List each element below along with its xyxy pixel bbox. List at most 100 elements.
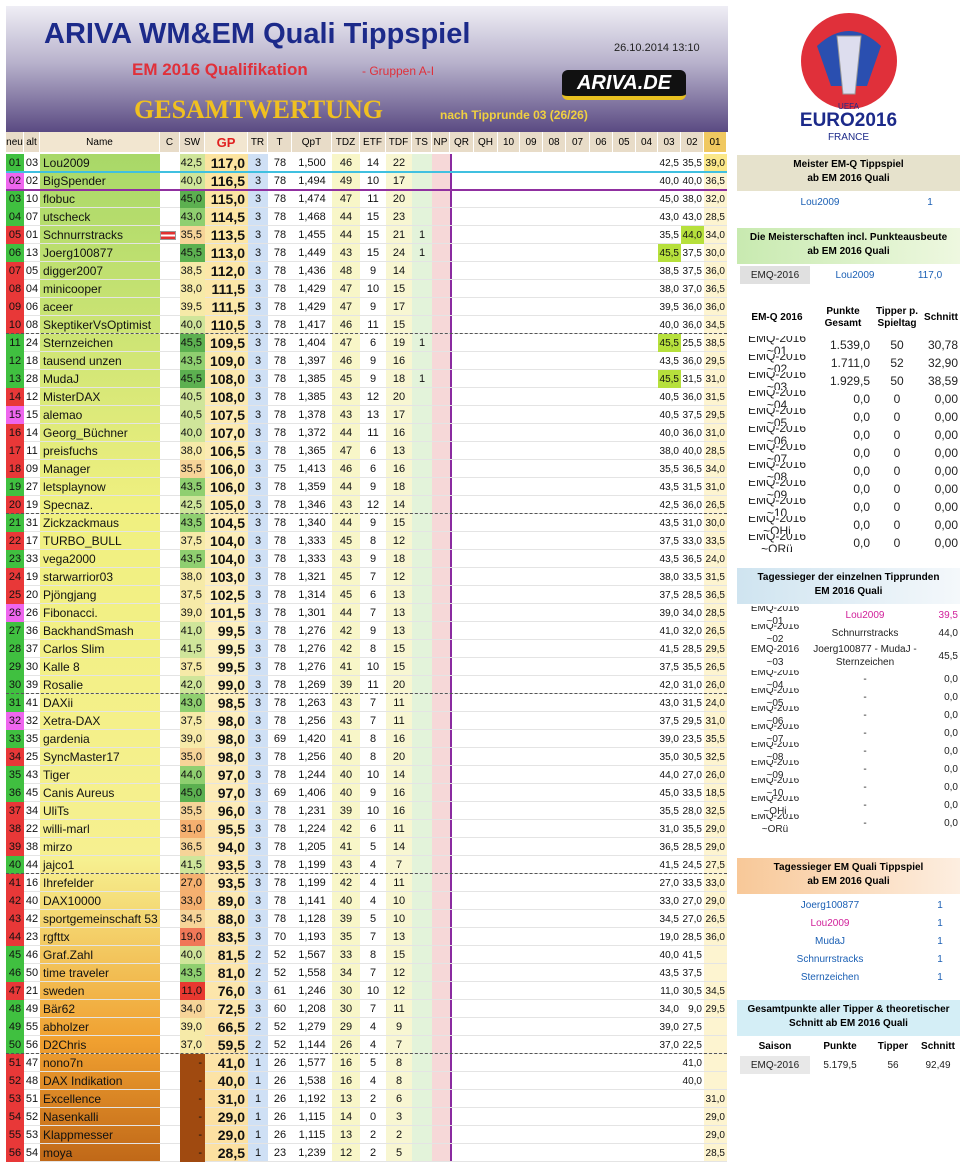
cell: 43,5 <box>659 481 679 493</box>
player-name: Excellence <box>43 1092 102 1106</box>
player-name: time traveler <box>43 966 110 980</box>
player-name: rgfttx <box>43 930 70 944</box>
cell: 44,0 <box>681 226 704 244</box>
player-name: DAX Indikation <box>43 1074 123 1088</box>
cell: 47 <box>25 1057 39 1069</box>
panel-cell: 39,5 <box>938 609 958 621</box>
cell: 78 <box>273 391 287 403</box>
panel-cell: 0 <box>893 427 901 442</box>
cell: 1,365 <box>298 445 326 457</box>
cell: 20 <box>392 193 406 205</box>
cell: 29,0 <box>705 1129 725 1141</box>
cell: 78 <box>273 823 287 835</box>
gp-column-bg <box>205 154 248 1162</box>
cell: 38,0 <box>180 280 205 298</box>
cell: 52 <box>273 967 287 979</box>
cell: 36,0 <box>682 319 702 331</box>
cell: 15 <box>392 949 406 961</box>
cell: 4 <box>369 1039 377 1051</box>
cell: 44 <box>25 859 39 871</box>
panel-cell: Joerg100877 - MudaJ - Sternzeichen <box>813 644 917 668</box>
cell: 34,5 <box>659 913 679 925</box>
cell: 41,0 <box>659 625 679 637</box>
cell: 2 <box>254 1039 262 1051</box>
column-header: 10 <box>498 132 520 152</box>
cell: 3 <box>254 229 262 241</box>
cell: 43 <box>339 247 353 259</box>
cell: 45,5 <box>658 244 681 262</box>
cell: 3 <box>254 409 262 421</box>
cell: 28,5 <box>705 607 725 619</box>
cell: 1,246 <box>298 985 326 997</box>
cell: 36,5 <box>705 175 725 187</box>
cell: 38,0 <box>180 568 205 586</box>
cell: 40 <box>25 895 39 907</box>
cell: 3 <box>254 157 262 169</box>
panel-cell: Lou2009 <box>835 269 875 281</box>
panel-cell: EMQ-2016 ~08 <box>747 462 807 480</box>
cell: 1,276 <box>298 661 326 673</box>
cell: 4 <box>369 895 377 907</box>
cell: 17 <box>392 301 406 313</box>
cell: 16 <box>392 805 406 817</box>
cell: 11 <box>393 715 405 727</box>
cell: 6 <box>369 445 377 457</box>
cell: 40,5 <box>659 409 679 421</box>
cell: 69 <box>273 787 287 799</box>
cell: 36,5 <box>682 553 702 565</box>
cell: 1,256 <box>298 751 326 763</box>
panel-cell: 0,00 <box>934 481 958 496</box>
column-header: SW <box>180 132 205 152</box>
cell: 1,340 <box>298 517 326 529</box>
cell: 25 <box>25 751 39 763</box>
cell: 23 <box>6 550 24 568</box>
cell: 49 <box>6 1018 24 1036</box>
cell: 104,0 <box>209 551 245 567</box>
column-bg <box>432 154 450 1162</box>
player-name: SkeptikerVsOptimist <box>43 318 152 332</box>
panel-cell: 0,0 <box>944 745 958 757</box>
cell: 36,5 <box>705 283 725 295</box>
cell: 43 <box>339 697 353 709</box>
panel-cell: 0,0 <box>944 727 958 739</box>
player-name: gardenia <box>43 732 90 746</box>
panel-cell: EMQ-2016 ~01 <box>750 606 800 624</box>
cell: 78 <box>273 445 287 457</box>
cell: 43,5 <box>659 355 679 367</box>
panel-cell: EMQ-2016 ~05 <box>747 408 807 426</box>
cell: 09 <box>6 298 24 316</box>
row-line <box>6 531 727 532</box>
cell: 45 <box>339 571 353 583</box>
cell: 23,5 <box>682 733 702 745</box>
panel-cell: 5.179,5 <box>823 1059 857 1071</box>
cell: 44 <box>339 427 353 439</box>
cell: 9 <box>395 1021 403 1033</box>
cell: 37,0 <box>659 1039 679 1051</box>
cell: 37,5 <box>682 967 702 979</box>
cell: 10 <box>366 175 380 187</box>
cell: 107,5 <box>209 407 245 423</box>
cell: 50 <box>6 1036 24 1054</box>
cell: 41 <box>6 874 24 892</box>
cell: 78 <box>273 481 287 493</box>
player-name: UliTs <box>43 804 69 818</box>
cell: 34,5 <box>180 910 205 928</box>
cell: 24,0 <box>705 697 725 709</box>
panel-cell: EMQ-2016 ~03 <box>747 372 807 390</box>
cell: 18 <box>392 373 406 385</box>
row-line <box>6 963 727 964</box>
cell: 5 <box>369 1057 377 1069</box>
panel-cell: 0,0 <box>944 709 958 721</box>
cell: 115,0 <box>210 191 245 207</box>
row-line <box>6 297 727 298</box>
cell: 7 <box>369 1003 377 1015</box>
cell: 78 <box>273 679 287 691</box>
cell: 43,5 <box>659 553 679 565</box>
cell: 78 <box>273 859 287 871</box>
cell: 2 <box>369 1093 377 1105</box>
cell: 31,0 <box>180 820 205 838</box>
cell: 02 <box>25 175 39 187</box>
row-line <box>6 1125 727 1126</box>
cell: 28 <box>6 640 24 658</box>
cell: 109,0 <box>209 353 245 369</box>
